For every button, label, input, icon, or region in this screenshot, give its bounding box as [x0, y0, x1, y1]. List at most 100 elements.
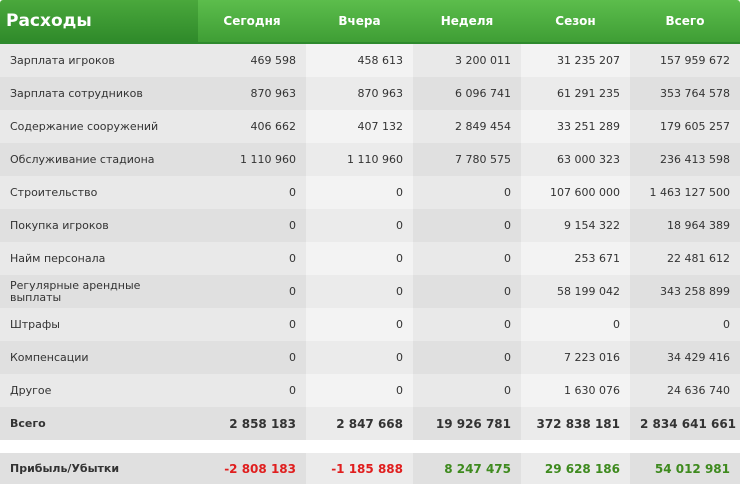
- cell-value: 0: [413, 275, 521, 308]
- cell-value: 107 600 000: [521, 176, 630, 209]
- cell-value: 0: [198, 275, 306, 308]
- table-row: Регулярные арендные выплаты 0 0 0 58 199 042…: [0, 275, 740, 308]
- table-row: Обслуживание стадиона 1 110 960 1 110 960 7…: [0, 143, 740, 176]
- cell-value: 0: [413, 209, 521, 242]
- cell-value: 2 834 641 661: [630, 407, 740, 440]
- cell-value: 58 199 042: [521, 275, 630, 308]
- cell-value: 2 849 454: [413, 110, 521, 143]
- row-label: Зарплата сотрудников: [0, 77, 198, 110]
- cell-value: 1 110 960: [306, 143, 413, 176]
- cell-value: -2 808 183: [198, 453, 306, 484]
- cell-value: 9 154 322: [521, 209, 630, 242]
- cell-value: 0: [306, 176, 413, 209]
- row-label: Регулярные арендные выплаты: [0, 275, 198, 308]
- cell-value: 0: [306, 209, 413, 242]
- cell-value: 2 858 183: [198, 407, 306, 440]
- cell-value: 0: [198, 209, 306, 242]
- column-header-yesterday[interactable]: Вчера: [306, 0, 413, 44]
- row-label: Другое: [0, 374, 198, 407]
- cell-value: 6 096 741: [413, 77, 521, 110]
- table-row: Строительство 0 0 0 107 600 000 1 463 127 500: [0, 176, 740, 209]
- cell-value: 0: [198, 176, 306, 209]
- row-label: Всего: [0, 407, 198, 440]
- cell-value: 0: [413, 341, 521, 374]
- cell-value: 870 963: [306, 77, 413, 110]
- cell-value: 8 247 475: [413, 453, 521, 484]
- cell-value: 24 636 740: [630, 374, 740, 407]
- table-row: Штрафы 0 0 0 0 0: [0, 308, 740, 341]
- total-row: Всего 2 858 183 2 847 668 19 926 781 372 838…: [0, 407, 740, 440]
- cell-value: 0: [413, 308, 521, 341]
- row-label: Обслуживание стадиона: [0, 143, 198, 176]
- table-row: Другое 0 0 0 1 630 076 24 636 740: [0, 374, 740, 407]
- cell-value: 2 847 668: [306, 407, 413, 440]
- cell-value: 34 429 416: [630, 341, 740, 374]
- cell-value: 157 959 672: [630, 44, 740, 77]
- table-row: Найм персонала 0 0 0 253 671 22 481 612: [0, 242, 740, 275]
- cell-value: 0: [630, 308, 740, 341]
- profit-row: Прибыль/Убытки -2 808 183 -1 185 888 8 247 …: [0, 453, 740, 484]
- cell-value: 0: [413, 176, 521, 209]
- cell-value: 0: [198, 341, 306, 374]
- expenses-body: Зарплата игроков 469 598 458 613 3 200 011 3…: [0, 44, 740, 484]
- cell-value: 29 628 186: [521, 453, 630, 484]
- cell-value: 54 012 981: [630, 453, 740, 484]
- cell-value: 179 605 257: [630, 110, 740, 143]
- cell-value: 33 251 289: [521, 110, 630, 143]
- table-row: Зарплата игроков 469 598 458 613 3 200 011 3…: [0, 44, 740, 77]
- table-header-row: Расходы Сегодня Вчера Неделя Сезон Всего: [0, 0, 740, 44]
- cell-value: 406 662: [198, 110, 306, 143]
- cell-value: 22 481 612: [630, 242, 740, 275]
- column-header-season[interactable]: Сезон: [521, 0, 630, 44]
- cell-value: 0: [306, 275, 413, 308]
- cell-value: -1 185 888: [306, 453, 413, 484]
- table-row: Покупка игроков 0 0 0 9 154 322 18 964 389: [0, 209, 740, 242]
- table-row: Содержание сооружений 406 662 407 132 2 849…: [0, 110, 740, 143]
- cell-value: 0: [198, 242, 306, 275]
- cell-value: 18 964 389: [630, 209, 740, 242]
- row-label: Прибыль/Убытки: [0, 453, 198, 484]
- cell-value: 353 764 578: [630, 77, 740, 110]
- cell-value: 458 613: [306, 44, 413, 77]
- cell-value: 407 132: [306, 110, 413, 143]
- cell-value: 0: [198, 308, 306, 341]
- column-header-week[interactable]: Неделя: [413, 0, 521, 44]
- cell-value: 0: [306, 308, 413, 341]
- table-row: Зарплата сотрудников 870 963 870 963 6 096 …: [0, 77, 740, 110]
- cell-value: 0: [413, 242, 521, 275]
- cell-value: 1 630 076: [521, 374, 630, 407]
- table-row: Компенсации 0 0 0 7 223 016 34 429 416: [0, 341, 740, 374]
- row-label: Компенсации: [0, 341, 198, 374]
- cell-value: 61 291 235: [521, 77, 630, 110]
- cell-value: 1 463 127 500: [630, 176, 740, 209]
- row-label: Содержание сооружений: [0, 110, 198, 143]
- column-header-today[interactable]: Сегодня: [198, 0, 306, 44]
- cell-value: 0: [306, 341, 413, 374]
- row-label: Найм персонала: [0, 242, 198, 275]
- cell-value: 1 110 960: [198, 143, 306, 176]
- row-label: Покупка игроков: [0, 209, 198, 242]
- cell-value: 343 258 899: [630, 275, 740, 308]
- cell-value: 372 838 181: [521, 407, 630, 440]
- spacer-row: [0, 440, 740, 453]
- cell-value: 0: [306, 242, 413, 275]
- cell-value: 0: [198, 374, 306, 407]
- row-label: Штрафы: [0, 308, 198, 341]
- cell-value: 236 413 598: [630, 143, 740, 176]
- row-label: Строительство: [0, 176, 198, 209]
- cell-value: 469 598: [198, 44, 306, 77]
- row-label: Зарплата игроков: [0, 44, 198, 77]
- column-header-total[interactable]: Всего: [630, 0, 740, 44]
- cell-value: 3 200 011: [413, 44, 521, 77]
- cell-value: 7 780 575: [413, 143, 521, 176]
- cell-value: 31 235 207: [521, 44, 630, 77]
- cell-value: 0: [521, 308, 630, 341]
- cell-value: 0: [306, 374, 413, 407]
- cell-value: 7 223 016: [521, 341, 630, 374]
- cell-value: 0: [413, 374, 521, 407]
- cell-value: 870 963: [198, 77, 306, 110]
- spacer-cell: [0, 440, 740, 453]
- table-title: Расходы: [0, 0, 198, 44]
